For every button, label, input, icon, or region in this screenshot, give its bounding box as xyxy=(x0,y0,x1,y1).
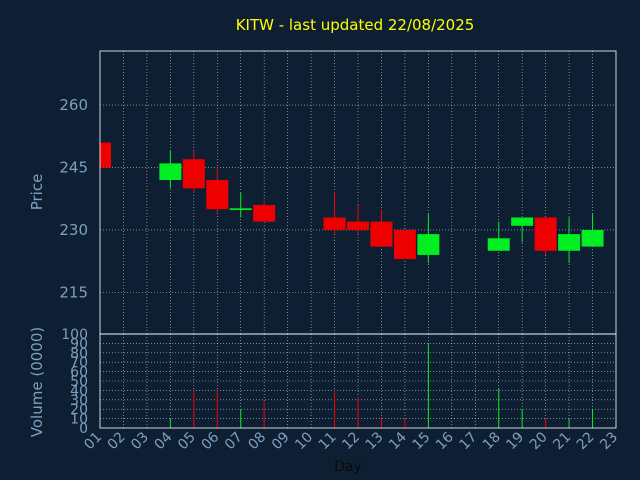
volume-panel xyxy=(169,343,594,428)
volume-tick-label: 70 xyxy=(70,355,88,371)
candle-body xyxy=(229,208,252,210)
x-tick-label: 05 xyxy=(175,429,199,453)
x-tick-label: 10 xyxy=(292,429,316,453)
candle-body xyxy=(558,234,581,251)
x-tick-label: 11 xyxy=(316,429,340,453)
volume-tick-label: 40 xyxy=(70,383,88,399)
x-tick-label: 20 xyxy=(527,429,551,453)
candle-body xyxy=(206,180,229,210)
volume-tick-label: 10 xyxy=(70,412,88,428)
volume-panel-frame xyxy=(99,333,617,429)
x-tick-label: 15 xyxy=(410,429,434,453)
volume-tick-label: 20 xyxy=(70,402,88,418)
x-tick-label: 18 xyxy=(480,429,504,453)
x-axis-label: Day xyxy=(334,459,362,475)
x-tick-label: 12 xyxy=(339,429,363,453)
x-tick-label: 02 xyxy=(105,429,129,453)
candle-body xyxy=(347,221,369,230)
volume-axis-label: Volume (0000) xyxy=(28,327,46,437)
x-tick-label: 13 xyxy=(363,429,387,453)
price-panel xyxy=(99,142,604,264)
x-tick-label: 08 xyxy=(245,429,269,453)
volume-tick-label: 100 xyxy=(61,327,88,343)
volume-tick-label: 0 xyxy=(79,421,88,437)
volume-tick-label: 50 xyxy=(70,374,88,390)
candle-body xyxy=(100,142,111,168)
x-tick-label: 14 xyxy=(386,429,410,453)
candle-body xyxy=(370,221,393,247)
x-tick-label: 03 xyxy=(128,429,152,453)
price-tick-label: 245 xyxy=(59,159,88,177)
candle-body xyxy=(511,217,534,226)
x-tick-label: 21 xyxy=(550,429,574,453)
x-tick-label: 16 xyxy=(433,429,457,453)
x-tick-label: 09 xyxy=(269,429,293,453)
candle-body xyxy=(487,238,510,251)
candle-body xyxy=(159,163,182,181)
candle-body xyxy=(253,204,276,222)
price-tick-label: 260 xyxy=(59,96,88,114)
volume-tick-label: 30 xyxy=(70,393,88,409)
candle-body xyxy=(417,234,440,255)
volume-tick-label: 90 xyxy=(70,336,88,352)
x-tick-label: 04 xyxy=(152,429,176,453)
candle-body xyxy=(581,229,604,247)
x-tick-label: 06 xyxy=(198,429,222,453)
price-tick-label: 230 xyxy=(59,221,88,239)
x-tick-label: 22 xyxy=(574,429,598,453)
candle-body xyxy=(182,159,205,189)
price-tick-label: 215 xyxy=(59,283,88,301)
candle-body xyxy=(534,217,557,251)
panel-frames xyxy=(99,50,617,429)
x-tick-label: 23 xyxy=(597,429,621,453)
x-tick-label: 19 xyxy=(503,429,527,453)
x-tick-label: 07 xyxy=(222,429,246,453)
chart-title: KITW - last updated 22/08/2025 xyxy=(236,16,475,34)
volume-tick-label: 60 xyxy=(70,365,88,381)
candle-body xyxy=(323,217,346,230)
volume-tick-label: 80 xyxy=(70,346,88,362)
price-axis-label: Price xyxy=(28,174,46,211)
x-tick-label: 17 xyxy=(456,429,480,453)
candle-body xyxy=(393,229,416,260)
